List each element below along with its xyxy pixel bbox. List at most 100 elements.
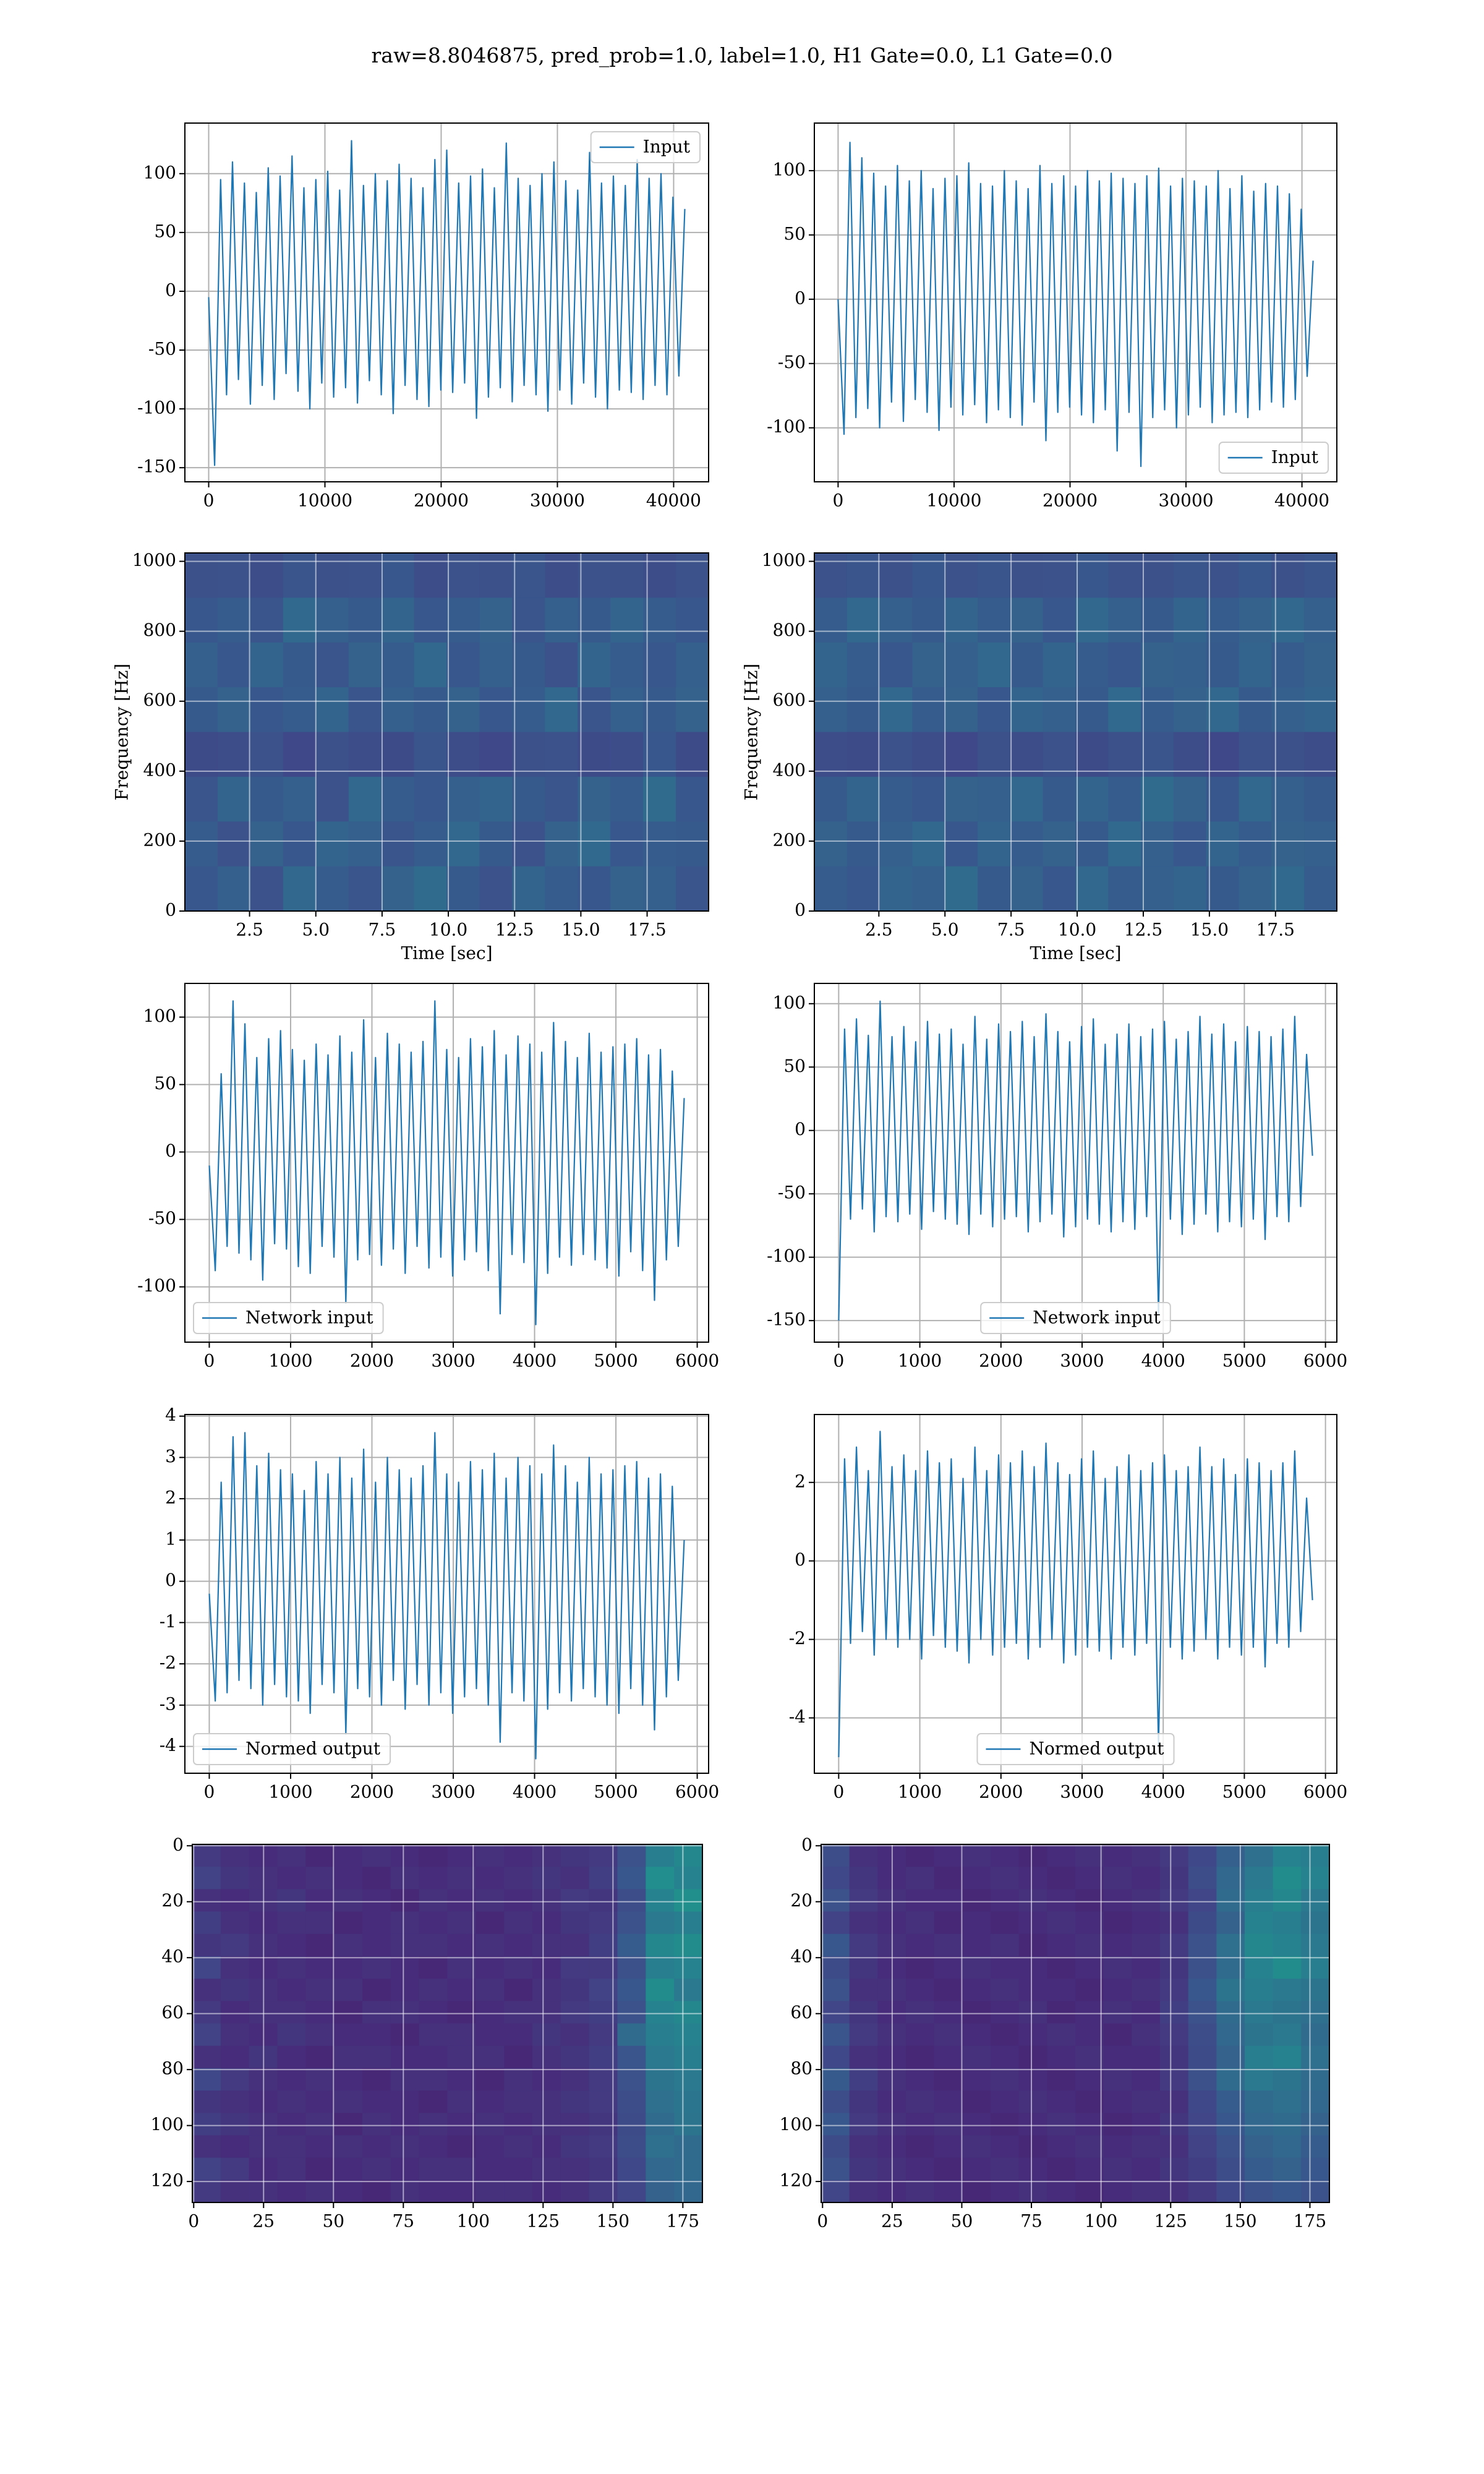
- x-tick-label: 4000: [1141, 1351, 1185, 1371]
- heatmap-cell: [821, 2001, 850, 2024]
- heatmap-cell: [643, 821, 676, 867]
- x-tick-label: 50: [951, 2211, 973, 2232]
- heatmap-cell: [821, 2113, 850, 2136]
- heatmap-cell: [362, 1956, 391, 1979]
- y-tick-label: 4: [165, 1405, 176, 1425]
- heatmap-cell: [991, 1933, 1020, 1957]
- heatmap-cell: [334, 2091, 363, 2113]
- heatmap-cell: [906, 2157, 935, 2181]
- heatmap-cell: [1160, 1867, 1189, 1890]
- heatmap-cell: [220, 2157, 250, 2181]
- x-tick-label: 3000: [431, 1351, 475, 1371]
- axes-frame: [814, 983, 1337, 1343]
- heatmap-cell: [390, 2157, 420, 2181]
- heatmap-cell: [821, 1979, 850, 2001]
- subplot: 0 1000 2000 3000 4000 5000 6000 -100 -50 0 50 100 Ne…: [137, 983, 719, 1371]
- heatmap-cell: [912, 687, 945, 733]
- heatmap-cell: [934, 2091, 963, 2113]
- heatmap-cell: [348, 821, 382, 867]
- heatmap-cell: [1304, 732, 1337, 777]
- y-tick-label: -2: [789, 1628, 806, 1648]
- heatmap-cell: [962, 1867, 991, 1890]
- heatmap-cell: [1047, 2157, 1076, 2181]
- heatmap-cell: [414, 597, 448, 643]
- heatmap-cell: [610, 732, 644, 777]
- x-tick-label: 10.0: [429, 920, 467, 940]
- heatmap-cell: [1075, 821, 1109, 867]
- x-tick-label: 75: [392, 2211, 414, 2232]
- heatmap-cell: [643, 597, 676, 643]
- heatmap-cell: [1273, 2113, 1302, 2136]
- x-tick-label: 10000: [926, 490, 981, 511]
- y-tick-label: -50: [148, 339, 176, 359]
- heatmap-cell: [1018, 1844, 1047, 1867]
- heatmap-cell: [305, 1911, 335, 1935]
- heatmap-cell: [1075, 776, 1109, 822]
- heatmap-cell: [220, 1867, 250, 1890]
- heatmap-cell: [1103, 1933, 1132, 1957]
- heatmap-cell: [504, 2113, 533, 2136]
- heatmap-cell: [419, 2113, 448, 2136]
- heatmap-cell: [545, 553, 578, 598]
- heatmap-cell: [849, 2113, 878, 2136]
- heatmap-cell: [814, 732, 848, 777]
- heatmap-cell: [217, 821, 251, 867]
- heatmap-cell: [1206, 732, 1240, 777]
- heatmap-cell: [1108, 642, 1141, 688]
- x-axis-label: Time [sec]: [1030, 943, 1121, 964]
- heatmap-cell: [381, 732, 415, 777]
- heatmap-cell: [1160, 2180, 1189, 2203]
- heatmap-cell: [185, 732, 218, 777]
- heatmap-cell: [1301, 2001, 1330, 2024]
- heatmap-cell: [962, 1844, 991, 1867]
- heatmap-cell: [578, 866, 611, 912]
- heatmap-cell: [934, 2045, 963, 2069]
- heatmap-cell: [334, 2068, 363, 2091]
- heatmap-cell: [217, 642, 251, 688]
- heatmap-cell: [906, 1844, 935, 1867]
- x-tick-label: 17.5: [628, 920, 666, 940]
- heatmap-cell: [390, 1867, 420, 1890]
- y-axis-label: Frequency [Hz]: [741, 664, 762, 800]
- heatmap-cell: [447, 1979, 476, 2001]
- heatmap-cell: [283, 553, 317, 598]
- heatmap-cell: [277, 2023, 306, 2047]
- y-tick-label: 100: [151, 2114, 184, 2134]
- heatmap-cell: [1245, 2091, 1274, 2113]
- heatmap-cell: [381, 642, 415, 688]
- heatmap-cell: [362, 2180, 391, 2203]
- heatmap-cell: [1047, 1933, 1076, 1957]
- heatmap-cell: [419, 1911, 448, 1935]
- heatmap-cell: [1043, 776, 1077, 822]
- heatmap-cell: [934, 1889, 963, 1912]
- heatmap-cell: [962, 1911, 991, 1935]
- heatmap-cell: [1103, 1911, 1132, 1935]
- heatmap-cell: [277, 2001, 306, 2024]
- y-tick-label: 50: [783, 223, 806, 244]
- heatmap-cell: [447, 2113, 476, 2136]
- heatmap-cell: [978, 821, 1011, 867]
- legend-label: Network input: [245, 1308, 373, 1328]
- y-tick-label: 0: [795, 288, 806, 308]
- heatmap-cell: [532, 1933, 561, 1957]
- heatmap-cell: [283, 776, 317, 822]
- heatmap-cell: [504, 1889, 533, 1912]
- heatmap-cell: [962, 1956, 991, 1979]
- heatmap-cell: [991, 1956, 1020, 1979]
- heatmap-cell: [1075, 2001, 1104, 2024]
- heatmap-cell: [1173, 597, 1207, 643]
- heatmap-cell: [475, 2113, 505, 2136]
- heatmap-cell: [1018, 1867, 1047, 1890]
- heatmap-cell: [643, 687, 676, 733]
- heatmap-cell: [390, 2135, 420, 2159]
- y-tick-label: 100: [780, 2114, 812, 2134]
- x-tick-label: 12.5: [495, 920, 534, 940]
- heatmap-cell: [1047, 2001, 1076, 2024]
- heatmap-cell: [991, 2023, 1020, 2047]
- heatmap-cell: [617, 1933, 646, 1957]
- heatmap-cell: [821, 2135, 850, 2159]
- heatmap-cell: [849, 1911, 878, 1935]
- heatmap-cell: [560, 2157, 590, 2181]
- heatmap-cell: [1018, 1956, 1047, 1979]
